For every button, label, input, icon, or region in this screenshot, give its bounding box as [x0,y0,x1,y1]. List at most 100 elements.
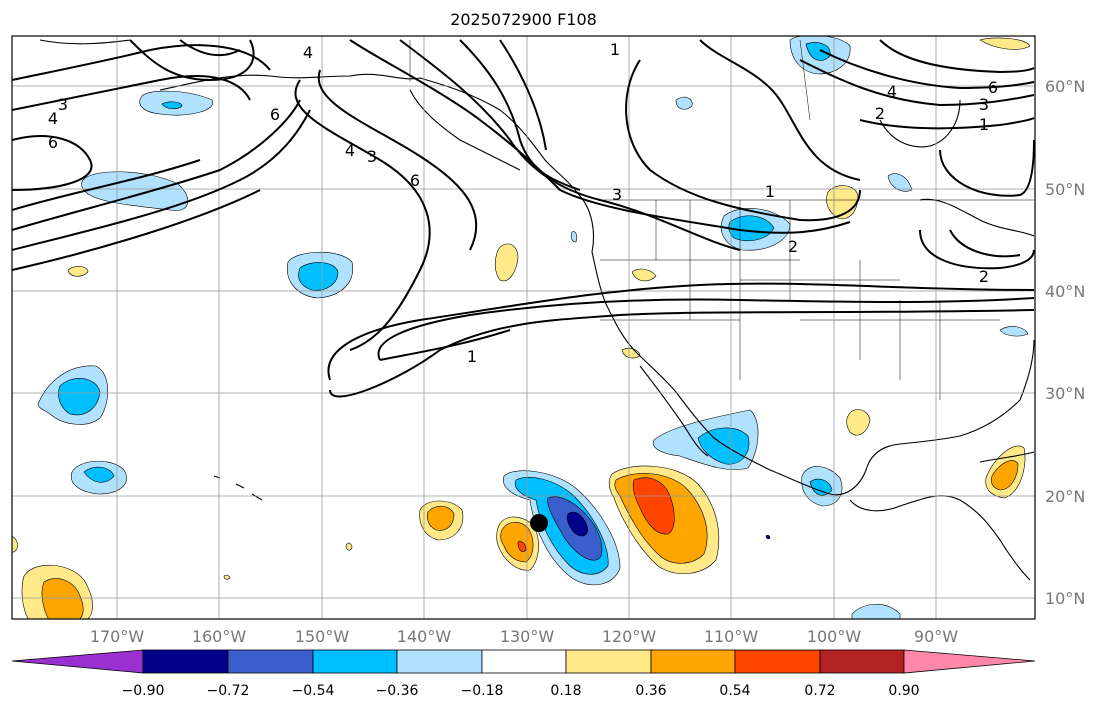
fill-light-blue [570,231,578,243]
contour-line [179,39,241,57]
fill-yellow [12,535,18,553]
colorbar-tick-label: −0.36 [375,683,419,699]
bc-coast [409,89,521,171]
fill-yellow [631,268,657,282]
lon-label: 90°W [913,627,959,646]
contour-line [12,44,271,81]
lon-label: 120°W [601,627,657,646]
contour-line [129,39,255,82]
island [251,493,263,501]
fill-light-blue [887,173,913,192]
colorbar-swatch [142,649,229,674]
colorbar-tick-label: −0.18 [460,683,504,699]
contour-line [799,59,1035,107]
fill-blue [161,101,183,110]
contour-line [939,139,1035,197]
colorbar [11,649,1036,674]
contour-line [294,79,431,351]
contour-line [499,39,547,151]
contour-lines [12,39,1035,398]
lat-label: 40°N [1045,282,1086,301]
colorbar-swatch [312,649,398,674]
fill-blue [809,478,833,496]
contour-line [12,135,93,191]
contour-line [399,39,741,251]
fill-orange [41,578,84,619]
lon-label: 100°W [806,627,862,646]
contour-line [12,75,251,111]
contour-label: 6 [270,105,280,124]
contour-label: 6 [988,78,998,97]
fill-yellow [345,542,353,551]
colorbar-extend-min [11,649,144,674]
fill-orange [426,505,455,531]
fill-yellow [494,243,519,282]
contour-line [699,39,861,181]
contour-label: 6 [48,133,58,152]
greatlakes [919,198,1035,237]
state-borders [409,39,1034,400]
lat-label: 20°N [1045,487,1086,506]
contour-label: 6 [410,171,420,190]
fill-navy [765,534,771,540]
lat-label: 10°N [1045,589,1086,608]
lon-label: 160°W [191,627,247,646]
colorbar-swatch [396,649,483,674]
fill-light-blue [675,96,693,110]
contour-line [329,309,1035,398]
contour-label: 2 [788,237,798,256]
anomaly-fills [12,36,1031,619]
cuba [979,451,1035,463]
fill-blue [83,466,115,483]
colorbar-tick-label: −0.90 [121,683,165,699]
contour-line [879,39,1035,74]
fill-yellow [67,266,89,277]
lon-label: 130°W [499,627,555,646]
colorbar-tick-label: 0.72 [804,683,836,699]
colorbar-extend-max [903,649,1036,674]
contour-line [12,109,311,251]
contour-label: 1 [610,40,620,59]
contour-label: 3 [979,95,989,114]
contour-line [327,282,1035,381]
contour-labels: 1 1 1 1 2 2 2 3 3 3 3 4 4 4 4 6 6 6 6 [48,40,998,366]
fill-yellow [846,409,871,436]
mexico-coast [849,495,1031,581]
contour-label: 4 [48,109,58,128]
fill-red-orange [632,477,675,535]
fill-red-orange [517,541,527,552]
contour-line [12,99,301,231]
contour-line [459,39,581,191]
colorbar-swatch [650,649,736,674]
fill-yellow [223,574,231,580]
contour-label: 3 [58,95,68,114]
fill-orange [500,521,534,563]
contour-label: 1 [467,347,477,366]
lat-label: 30°N [1045,384,1086,403]
contour-line [377,297,1035,361]
fill-yellow [979,37,1031,50]
colorbar-swatch [734,649,821,674]
fill-blue [298,262,339,291]
alaska-coast [159,73,1035,496]
lon-label: 150°W [294,627,350,646]
contour-label: 3 [612,185,622,204]
contour-line [625,59,861,222]
contour-label: 4 [887,82,897,101]
contour-label: 4 [303,43,313,62]
contour-line [317,69,478,251]
contour-line [379,329,511,361]
contour-line [859,117,1035,130]
contour-line [349,39,851,234]
colorbar-tick-label: −0.54 [291,683,335,699]
contour-label: 1 [765,182,775,201]
storm-center-marker [530,514,548,532]
contour-line [12,189,261,271]
contour-line [949,229,1021,258]
gridlines [12,36,1035,619]
map-frame [11,35,1036,620]
colorbar-swatch [227,649,314,674]
fill-blue [58,378,101,416]
contour-label: 4 [345,141,355,160]
